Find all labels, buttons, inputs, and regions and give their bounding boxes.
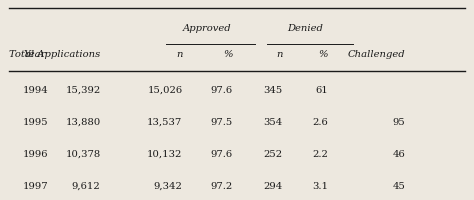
Text: 1997: 1997 — [23, 181, 49, 190]
Text: 13,880: 13,880 — [65, 117, 100, 126]
Text: 1994: 1994 — [23, 86, 49, 95]
Text: n: n — [176, 50, 182, 59]
Text: 95: 95 — [392, 117, 405, 126]
Text: 97.6: 97.6 — [210, 86, 232, 95]
Text: 9,612: 9,612 — [72, 181, 100, 190]
Text: 13,537: 13,537 — [147, 117, 182, 126]
Text: 345: 345 — [263, 86, 283, 95]
Text: 15,026: 15,026 — [147, 86, 182, 95]
Text: 1995: 1995 — [23, 117, 49, 126]
Text: 294: 294 — [263, 181, 283, 190]
Text: 2.2: 2.2 — [312, 149, 328, 158]
Text: n: n — [276, 50, 283, 59]
Text: 15,392: 15,392 — [65, 86, 100, 95]
Text: 2.6: 2.6 — [312, 117, 328, 126]
Text: %: % — [319, 50, 328, 59]
Text: 10,132: 10,132 — [147, 149, 182, 158]
Text: 3.1: 3.1 — [312, 181, 328, 190]
Text: %: % — [223, 50, 232, 59]
Text: Total Applications: Total Applications — [9, 50, 100, 59]
Text: 46: 46 — [392, 149, 405, 158]
Text: Year: Year — [23, 50, 46, 59]
Text: Challenged: Challenged — [348, 50, 405, 59]
Text: 97.5: 97.5 — [210, 117, 232, 126]
Text: 45: 45 — [392, 181, 405, 190]
Text: 61: 61 — [315, 86, 328, 95]
Text: 252: 252 — [264, 149, 283, 158]
Text: 1996: 1996 — [23, 149, 49, 158]
Text: 10,378: 10,378 — [65, 149, 100, 158]
Text: 9,342: 9,342 — [154, 181, 182, 190]
Text: Denied: Denied — [287, 24, 323, 33]
Text: 354: 354 — [263, 117, 283, 126]
Text: Approved: Approved — [183, 24, 232, 33]
Text: 97.6: 97.6 — [210, 149, 232, 158]
Text: 97.2: 97.2 — [210, 181, 232, 190]
